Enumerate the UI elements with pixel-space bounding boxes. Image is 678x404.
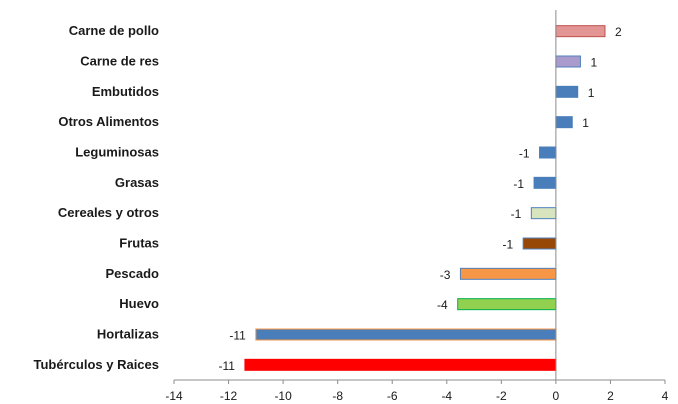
bar bbox=[555, 85, 579, 98]
x-tick-label: 4 bbox=[662, 389, 669, 403]
category-label: Grasas bbox=[115, 175, 159, 190]
bar bbox=[459, 267, 557, 280]
category-label: Huevo bbox=[119, 296, 159, 311]
bar bbox=[244, 358, 557, 371]
x-tick-label: -10 bbox=[274, 389, 292, 403]
category-label: Pescado bbox=[106, 266, 160, 281]
data-label: 1 bbox=[588, 86, 595, 100]
bar bbox=[533, 176, 557, 189]
data-label: -1 bbox=[513, 177, 524, 191]
category-label: Otros Alimentos bbox=[58, 114, 159, 129]
bar bbox=[255, 328, 557, 341]
x-tick-label: -2 bbox=[496, 389, 507, 403]
x-tick-label: -6 bbox=[387, 389, 398, 403]
data-label: -1 bbox=[511, 207, 522, 221]
data-label: -4 bbox=[437, 298, 448, 312]
bar bbox=[457, 298, 557, 311]
category-label: Cereales y otros bbox=[58, 205, 159, 220]
category-label: Carne de res bbox=[80, 54, 159, 69]
bar bbox=[555, 25, 606, 38]
category-label: Hortalizas bbox=[97, 327, 159, 342]
category-label: Embutidos bbox=[92, 84, 159, 99]
x-tick-label: -14 bbox=[165, 389, 183, 403]
category-label: Frutas bbox=[119, 236, 159, 251]
data-label: 1 bbox=[582, 116, 589, 130]
category-label: Leguminosas bbox=[75, 145, 159, 160]
x-axis-ticks: -14 -12 -10 -8 -6 -4 -2 0 2 4 bbox=[165, 380, 669, 403]
data-label: -1 bbox=[502, 238, 513, 252]
bars-group bbox=[244, 25, 606, 371]
data-label: -3 bbox=[440, 268, 451, 282]
category-label: Tubérculos y Raices bbox=[34, 357, 159, 372]
x-tick-label: 2 bbox=[607, 389, 614, 403]
bar bbox=[555, 116, 573, 129]
data-label: 2 bbox=[615, 25, 622, 39]
data-label: -1 bbox=[519, 147, 530, 161]
x-tick-label: 0 bbox=[553, 389, 560, 403]
bar bbox=[555, 55, 581, 68]
data-label: -11 bbox=[218, 359, 235, 373]
bar bbox=[539, 146, 557, 159]
x-tick-label: -12 bbox=[220, 389, 238, 403]
x-tick-label: -8 bbox=[332, 389, 343, 403]
category-labels: Carne de pollo Carne de res Embutidos Otros… bbox=[34, 23, 160, 372]
value-labels: 2 1 1 1 -1 -1 -1 -1 -3 -4 -11 -11 bbox=[218, 25, 622, 373]
data-label: -11 bbox=[229, 329, 246, 343]
data-label: 1 bbox=[590, 56, 597, 70]
bar bbox=[530, 207, 557, 220]
category-label: Carne de pollo bbox=[69, 23, 159, 38]
bar bbox=[522, 237, 557, 250]
x-tick-label: -4 bbox=[441, 389, 452, 403]
